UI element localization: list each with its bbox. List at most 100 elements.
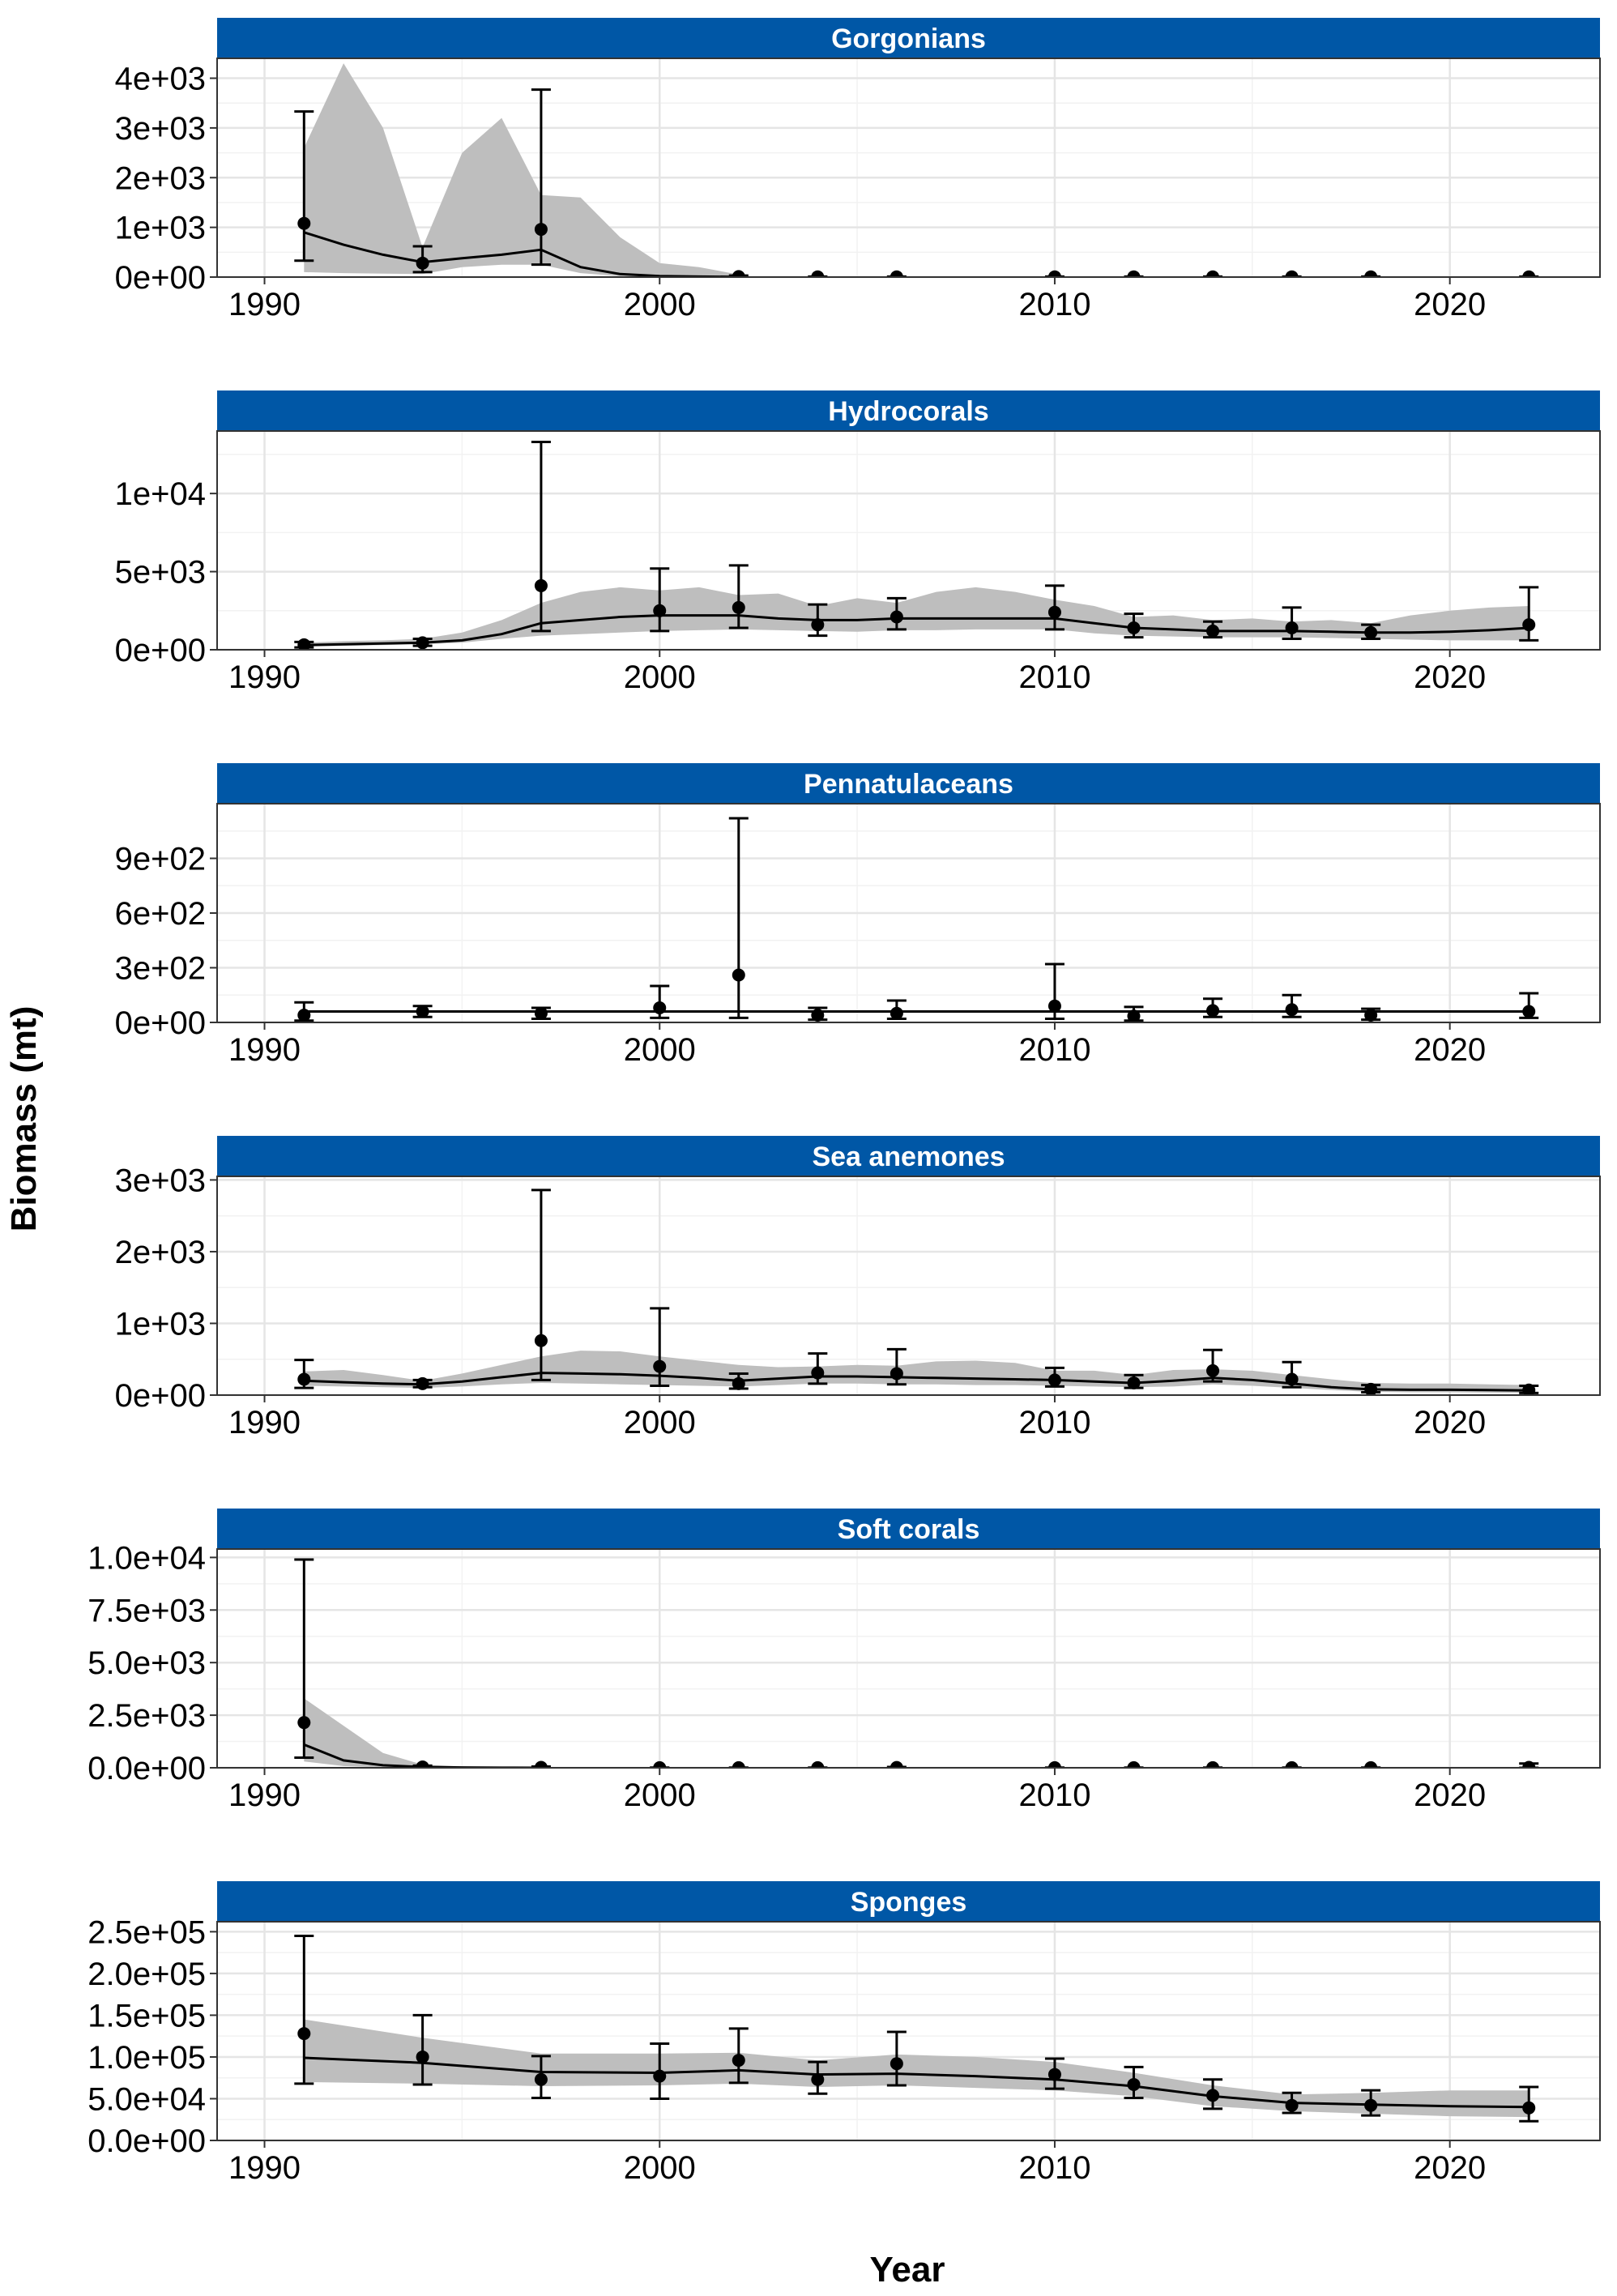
panel-border — [216, 1548, 1601, 1769]
y-tick-label: 5.0e+04 — [87, 2081, 206, 2117]
data-point — [653, 1001, 667, 1014]
x-tick-label: 2020 — [1414, 1032, 1486, 1068]
panel-border — [216, 1176, 1601, 1396]
y-tick-label: 0e+00 — [115, 633, 206, 668]
data-point — [1364, 625, 1378, 639]
y-tick-label: 7.5e+03 — [87, 1593, 206, 1628]
data-point — [1522, 618, 1536, 632]
panel-border — [216, 58, 1601, 278]
data-point — [297, 2027, 311, 2041]
data-point — [416, 1376, 429, 1390]
x-tick-label: 2010 — [1018, 1405, 1090, 1440]
data-point — [1047, 270, 1061, 277]
x-tick-label: 2000 — [624, 1032, 696, 1068]
data-point — [732, 968, 745, 982]
data-point — [1047, 1373, 1061, 1387]
panel-strip — [217, 1136, 1600, 1176]
y-tick-label: 0e+00 — [115, 1378, 206, 1414]
y-tick-label: 3e+03 — [115, 1163, 206, 1198]
data-point — [416, 256, 429, 270]
x-tick-label: 2000 — [624, 2150, 696, 2186]
data-point — [732, 1760, 745, 1768]
data-point — [811, 270, 825, 277]
data-point — [1522, 270, 1536, 277]
x-tick-label: 2010 — [1018, 287, 1090, 322]
panel-title: Soft corals — [838, 1514, 980, 1545]
y-tick-label: 2.0e+05 — [87, 1957, 206, 1992]
data-point — [732, 2054, 745, 2068]
y-tick-label: 0e+00 — [115, 260, 206, 296]
panel-hydrocorals: Hydrocorals 0e+00 5e+03 1e+04 1990 2000 2010 20… — [115, 390, 1601, 695]
y-tick-label: 4e+03 — [115, 62, 206, 97]
data-point — [890, 1367, 903, 1381]
data-point — [1047, 999, 1061, 1013]
x-tick-label: 1990 — [228, 1032, 301, 1068]
confidence-band — [304, 1351, 1530, 1393]
data-point — [1285, 2098, 1299, 2112]
data-point — [653, 2069, 667, 2083]
data-point — [1206, 2089, 1220, 2102]
y-tick-label: 0.0e+00 — [87, 1751, 206, 1786]
panel-strip — [217, 18, 1600, 58]
data-point — [534, 578, 548, 592]
data-point — [890, 1760, 903, 1768]
y-tick-label: 1e+03 — [115, 1306, 206, 1342]
y-tick-label: 2.5e+05 — [87, 1914, 206, 1950]
x-tick-label: 1990 — [228, 1405, 301, 1440]
x-tick-label: 2020 — [1414, 2150, 1486, 2186]
y-tick-label: 1e+03 — [115, 211, 206, 246]
panel-strip — [217, 1509, 1600, 1549]
data-point — [1047, 605, 1061, 619]
model-line — [304, 614, 1530, 647]
x-tick-label: 2010 — [1018, 659, 1090, 695]
data-point — [653, 1760, 667, 1768]
confidence-band — [304, 2019, 1530, 2118]
panel-title: Gorgonians — [831, 23, 986, 54]
panel-title: Pennatulaceans — [804, 769, 1013, 800]
x-tick-label: 2020 — [1414, 659, 1486, 695]
data-point — [653, 604, 667, 617]
data-point — [1285, 1372, 1299, 1386]
y-tick-label: 2e+03 — [115, 160, 206, 196]
x-tick-label: 2000 — [624, 659, 696, 695]
x-tick-label: 1990 — [228, 659, 301, 695]
data-point — [534, 223, 548, 237]
data-point — [811, 2072, 825, 2086]
data-point — [1522, 1383, 1536, 1395]
data-point — [732, 600, 745, 614]
y-tick-label: 0e+00 — [115, 1005, 206, 1041]
panel-pennatulaceans: Pennatulaceans 0e+00 3e+02 6e+02 9e+02 1990 20… — [115, 763, 1601, 1068]
data-point — [1206, 1760, 1220, 1768]
panel-strip — [217, 390, 1600, 431]
x-tick-label: 2000 — [624, 1405, 696, 1440]
data-point — [1364, 1382, 1378, 1395]
y-tick-label: 0.0e+00 — [87, 2123, 206, 2159]
data-point — [416, 1760, 429, 1768]
y-tick-label: 5e+03 — [115, 555, 206, 591]
panel-border — [216, 430, 1601, 651]
data-point — [890, 1006, 903, 1020]
y-axis-title: Biomass (mt) — [4, 1006, 44, 1232]
x-tick-label: 2000 — [624, 287, 696, 322]
data-point — [890, 610, 903, 624]
data-point — [297, 216, 311, 230]
panel-title: Sea anemones — [812, 1142, 1005, 1172]
data-point — [1285, 1760, 1299, 1768]
data-point — [1285, 1003, 1299, 1017]
data-point — [1364, 1760, 1378, 1768]
data-point — [534, 1334, 548, 1347]
data-point — [811, 1760, 825, 1768]
data-point — [811, 1009, 825, 1022]
data-point — [1285, 270, 1299, 277]
confidence-band — [304, 1698, 541, 1768]
data-point — [1047, 1760, 1061, 1768]
data-point — [811, 1366, 825, 1380]
panel-soft-corals: Soft corals 0.0e+00 2.5e+03 5.0e+03 7.5e+03 1… — [87, 1509, 1601, 1813]
panel-border — [216, 1921, 1601, 2141]
panel-title: Hydrocorals — [828, 396, 988, 427]
data-point — [1127, 1760, 1141, 1768]
x-tick-label: 2000 — [624, 1777, 696, 1813]
data-point — [297, 638, 311, 650]
y-tick-label: 2e+03 — [115, 1235, 206, 1270]
